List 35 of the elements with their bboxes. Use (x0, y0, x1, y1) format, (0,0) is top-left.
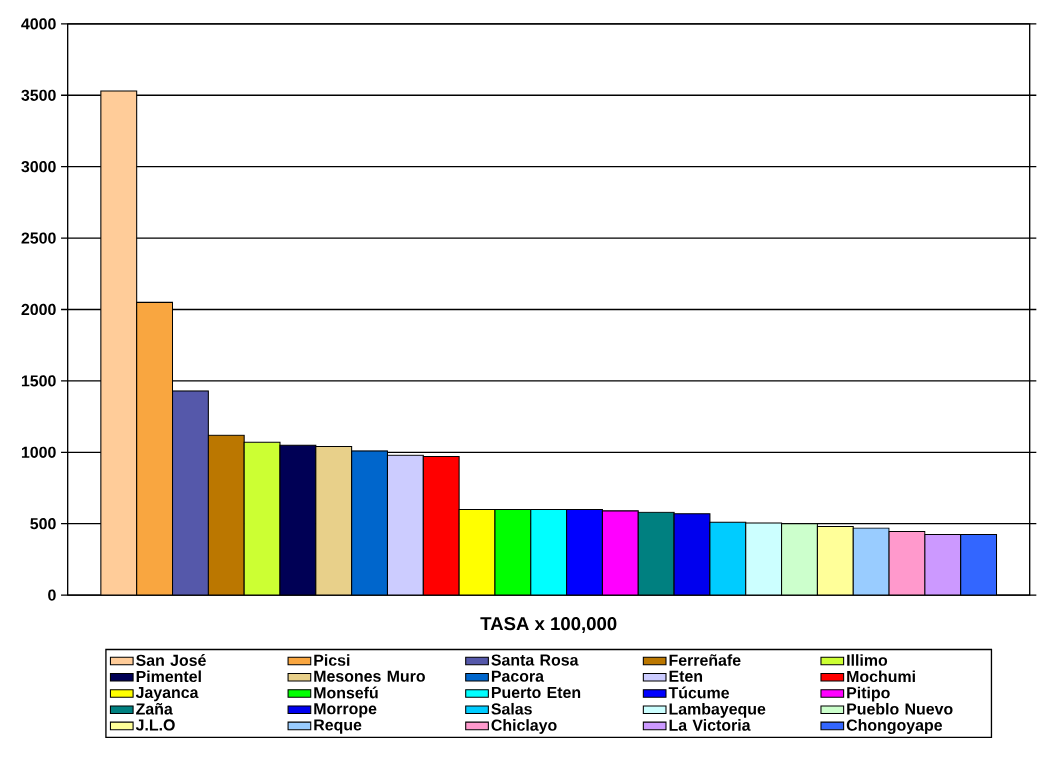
y-tick-label: 2000 (21, 303, 56, 315)
legend-label: Reque (314, 719, 362, 734)
legend-label: San José (136, 653, 206, 666)
y-tick-label: 1000 (21, 446, 56, 458)
y-tick-label: 1500 (21, 375, 56, 387)
legend-label: Chongoyape (846, 718, 943, 734)
y-tick-label: 4000 (21, 18, 56, 30)
legend-label: Zaña (136, 702, 173, 715)
legend-label: Monsefú (314, 686, 378, 699)
y-tick-label: 2500 (21, 232, 56, 244)
legend-label: Santa Rosa (491, 654, 579, 666)
legend-label: Puerto Eten (491, 686, 581, 698)
legend-label: Pacora (491, 670, 545, 682)
legend-label: Picsi (314, 654, 350, 666)
legend-label: Túcume (668, 686, 730, 699)
legend-label: Chiclayo (491, 718, 557, 734)
legend-label: Salas (491, 702, 532, 715)
legend-label: La Victoria (669, 718, 751, 731)
legend-label: Lambayeque (669, 702, 766, 718)
legend-label: Ferreñafe (669, 654, 741, 666)
legend-label: Morrope (314, 703, 377, 718)
legend-label: Jayanca (135, 686, 199, 702)
y-tick-label: 500 (30, 517, 56, 530)
y-tick-label: 3000 (21, 160, 56, 173)
legend-label: Pimentel (136, 670, 201, 682)
legend-label: Pueblo Nuevo (847, 702, 953, 715)
legend-label: Mochumi (847, 670, 915, 682)
x-axis-title: TASA x 100,000 (480, 616, 617, 633)
y-tick-label: 0 (48, 589, 56, 601)
legend-label: Eten (669, 670, 703, 682)
y-tick-label: 3500 (21, 89, 56, 101)
legend-label: Illimo (847, 654, 888, 666)
legend-label: J.L.O (135, 719, 175, 731)
legend-label: Pitipo (847, 686, 890, 702)
legend-label: Mesones Muro (314, 670, 425, 682)
